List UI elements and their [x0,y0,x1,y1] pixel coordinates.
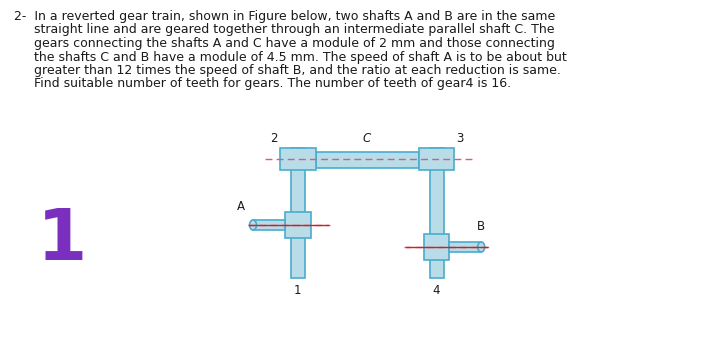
Bar [419,148,454,170]
Text: A: A [237,200,245,213]
Bar [449,242,481,252]
Bar [430,148,444,278]
Text: 1: 1 [294,284,302,297]
Bar [315,152,419,168]
Text: B: B [477,220,485,233]
Text: 4: 4 [433,284,441,297]
Bar [280,148,315,170]
Text: straight line and are geared together through an intermediate parallel shaft C. : straight line and are geared together th… [14,23,554,37]
Text: 1: 1 [36,205,86,274]
Bar [285,212,310,238]
Text: 2-  In a reverted gear train, shown in Figure below, two shafts A and B are in t: 2- In a reverted gear train, shown in Fi… [14,10,555,23]
Text: 2: 2 [270,132,278,145]
Text: the shafts C and B have a module of 4.5 mm. The speed of shaft A is to be about : the shafts C and B have a module of 4.5 … [14,51,567,63]
Bar [253,220,285,230]
Text: greater than 12 times the speed of shaft B, and the ratio at each reduction is s: greater than 12 times the speed of shaft… [14,64,561,77]
Text: C: C [363,132,372,145]
Text: 3: 3 [456,132,464,145]
Text: Find suitable number of teeth for gears. The number of teeth of gear4 is 16.: Find suitable number of teeth for gears.… [14,78,511,90]
Ellipse shape [250,220,256,230]
Bar [423,234,449,260]
Bar [291,148,305,278]
Ellipse shape [478,242,485,252]
Text: gears connecting the shafts A and C have a module of 2 mm and those connecting: gears connecting the shafts A and C have… [14,37,555,50]
